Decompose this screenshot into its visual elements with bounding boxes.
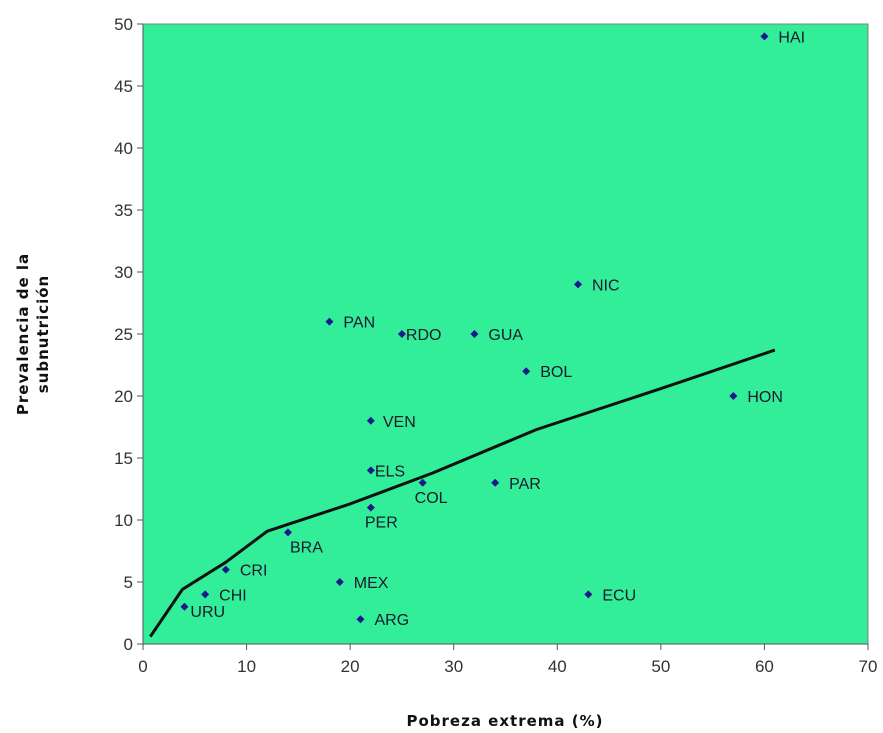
data-point-rdo bbox=[397, 330, 406, 338]
data-point-par bbox=[491, 478, 500, 487]
point-label-ven: VEN bbox=[383, 414, 416, 431]
point-label-mex: MEX bbox=[354, 575, 389, 592]
y-tick-label: 35 bbox=[114, 201, 133, 220]
data-point-nic bbox=[574, 280, 582, 289]
x-tick-label: 50 bbox=[651, 657, 670, 676]
point-label-rdo: RDO bbox=[406, 327, 442, 344]
x-tick-label: 60 bbox=[755, 657, 774, 676]
data-point-bol bbox=[522, 367, 531, 376]
point-label-cri: CRI bbox=[240, 563, 268, 580]
y-tick-label: 45 bbox=[114, 77, 133, 96]
point-label-els: ELS bbox=[375, 463, 405, 480]
data-point-mex bbox=[335, 578, 344, 586]
data-point-ecu bbox=[584, 590, 593, 599]
x-tick-label: 10 bbox=[237, 657, 256, 676]
point-label-hai: HAI bbox=[778, 29, 805, 46]
x-tick-label: 30 bbox=[444, 657, 463, 676]
point-label-bol: BOL bbox=[540, 364, 572, 381]
data-point-chi bbox=[201, 590, 210, 599]
y-tick-label: 25 bbox=[114, 325, 133, 344]
data-point-uru bbox=[180, 602, 189, 611]
y-tick-label: 0 bbox=[124, 635, 133, 654]
point-label-gua: GUA bbox=[488, 327, 523, 344]
x-axis-ticks: 0 10 20 30 40 50 60 70 bbox=[138, 644, 877, 676]
data-points: HAI NIC PAN RDO GUA BOL HON VEN ELS COL PAR PER BRA C… bbox=[180, 29, 805, 629]
data-point-gua bbox=[470, 330, 479, 338]
x-axis-label: Pobreza extrema (%) bbox=[407, 712, 604, 730]
data-point-cri bbox=[221, 565, 230, 574]
y-tick-label: 40 bbox=[114, 139, 133, 158]
x-tick-label: 20 bbox=[341, 657, 360, 676]
point-label-per: PER bbox=[365, 515, 398, 532]
data-point-hai bbox=[760, 32, 769, 41]
point-label-ecu: ECU bbox=[602, 587, 636, 604]
trend-line bbox=[149, 348, 776, 638]
point-label-pan: PAN bbox=[343, 315, 375, 332]
y-tick-label: 20 bbox=[114, 387, 133, 406]
y-tick-label: 30 bbox=[114, 263, 133, 282]
point-label-chi: CHI bbox=[219, 587, 247, 604]
point-label-par: PAR bbox=[509, 476, 541, 493]
y-tick-label: 10 bbox=[114, 511, 133, 530]
y-tick-label: 15 bbox=[114, 449, 133, 468]
y-tick-label: 5 bbox=[124, 573, 133, 592]
y-axis-ticks: 0 5 10 15 20 25 30 35 40 45 50 bbox=[114, 15, 143, 654]
data-point-ven bbox=[366, 416, 375, 425]
data-point-hon bbox=[729, 392, 738, 400]
point-label-uru: URU bbox=[190, 604, 225, 621]
y-axis-label-line-2: subnutrición bbox=[34, 275, 52, 393]
point-label-nic: NIC bbox=[592, 277, 620, 294]
y-tick-label: 50 bbox=[114, 15, 133, 34]
data-point-pan bbox=[325, 317, 334, 326]
data-point-els bbox=[366, 466, 375, 475]
point-label-hon: HON bbox=[747, 389, 783, 406]
data-point-arg bbox=[356, 615, 365, 624]
x-tick-label: 0 bbox=[138, 657, 147, 676]
plot-area bbox=[142, 23, 869, 645]
x-tick-label: 40 bbox=[548, 657, 567, 676]
point-label-arg: ARG bbox=[375, 612, 410, 629]
point-label-col: COL bbox=[415, 490, 448, 507]
point-label-bra: BRA bbox=[290, 539, 323, 556]
data-point-per bbox=[366, 503, 375, 512]
data-point-col bbox=[418, 478, 427, 487]
data-point-bra bbox=[284, 528, 292, 537]
x-tick-label: 70 bbox=[859, 657, 878, 676]
y-axis-label-line-1: Prevalencia de la bbox=[14, 253, 32, 415]
